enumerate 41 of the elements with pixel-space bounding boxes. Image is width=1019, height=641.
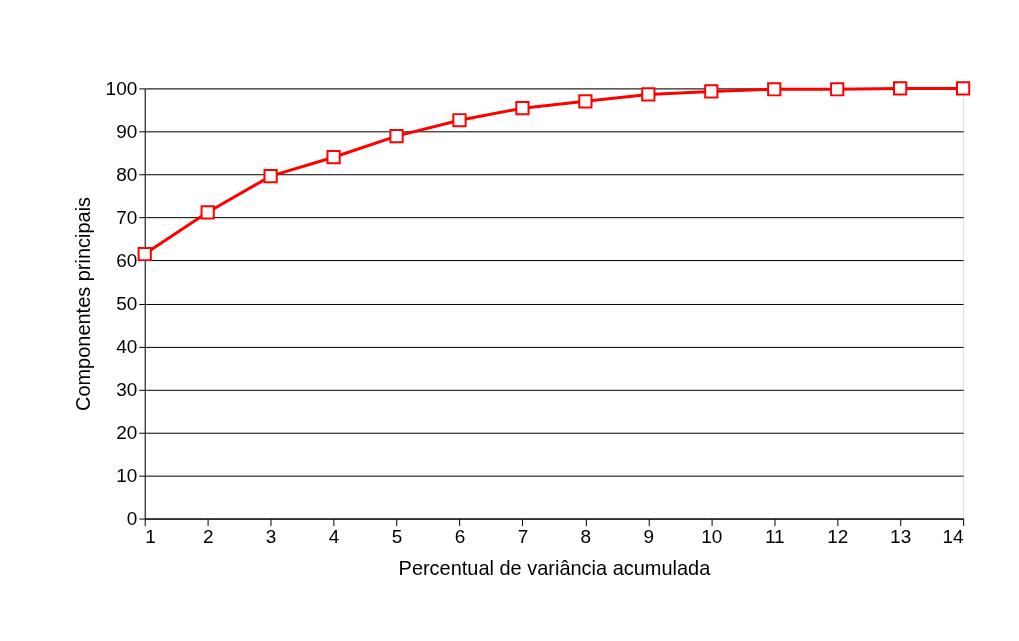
x-tick-label: 2 bbox=[202, 526, 214, 548]
point bbox=[578, 94, 593, 109]
y-tick-label: 70 bbox=[116, 206, 138, 228]
point bbox=[452, 113, 467, 128]
x-tick-label: 11 bbox=[764, 526, 785, 548]
y-tick-label: 90 bbox=[116, 120, 138, 142]
point bbox=[263, 169, 278, 184]
y-tick-label: 80 bbox=[116, 163, 138, 185]
x-tick-label: 7 bbox=[517, 526, 529, 548]
y-tick-label: 50 bbox=[116, 292, 138, 314]
point bbox=[515, 101, 530, 116]
point bbox=[641, 87, 656, 102]
x-tick-label: 6 bbox=[454, 526, 466, 548]
x-tick-label: 12 bbox=[827, 526, 849, 548]
x-tick-label: 9 bbox=[643, 526, 655, 548]
y-tick-label: 20 bbox=[116, 422, 138, 444]
y-tick-label: 100 bbox=[105, 77, 138, 99]
point bbox=[704, 84, 719, 99]
x-tick-label: 5 bbox=[391, 526, 403, 548]
x-tick-label: 10 bbox=[701, 526, 723, 548]
x-axis-title: Percentual de variância acumulada bbox=[398, 556, 712, 579]
y-tick-label: 40 bbox=[116, 335, 138, 357]
y-axis-title: Componentes principais bbox=[71, 196, 94, 412]
x-tick-label: 4 bbox=[328, 526, 340, 548]
point bbox=[767, 82, 782, 97]
x-tick-label: 3 bbox=[265, 526, 277, 548]
y-tick-label: 30 bbox=[116, 379, 138, 400]
point bbox=[830, 82, 845, 97]
x-tick-label: 8 bbox=[580, 526, 592, 548]
point bbox=[137, 246, 152, 262]
y-tick-label: 0 bbox=[126, 508, 138, 530]
point bbox=[956, 81, 971, 96]
x-tick-label: 14 bbox=[942, 526, 964, 548]
point bbox=[326, 150, 341, 165]
point bbox=[893, 81, 908, 96]
x-tick-label: 1 bbox=[145, 526, 156, 548]
y-tick-label: 60 bbox=[116, 249, 138, 271]
point bbox=[389, 129, 404, 144]
y-tick-label: 10 bbox=[116, 465, 138, 487]
point bbox=[200, 205, 215, 220]
x-tick-label: 13 bbox=[890, 526, 912, 548]
